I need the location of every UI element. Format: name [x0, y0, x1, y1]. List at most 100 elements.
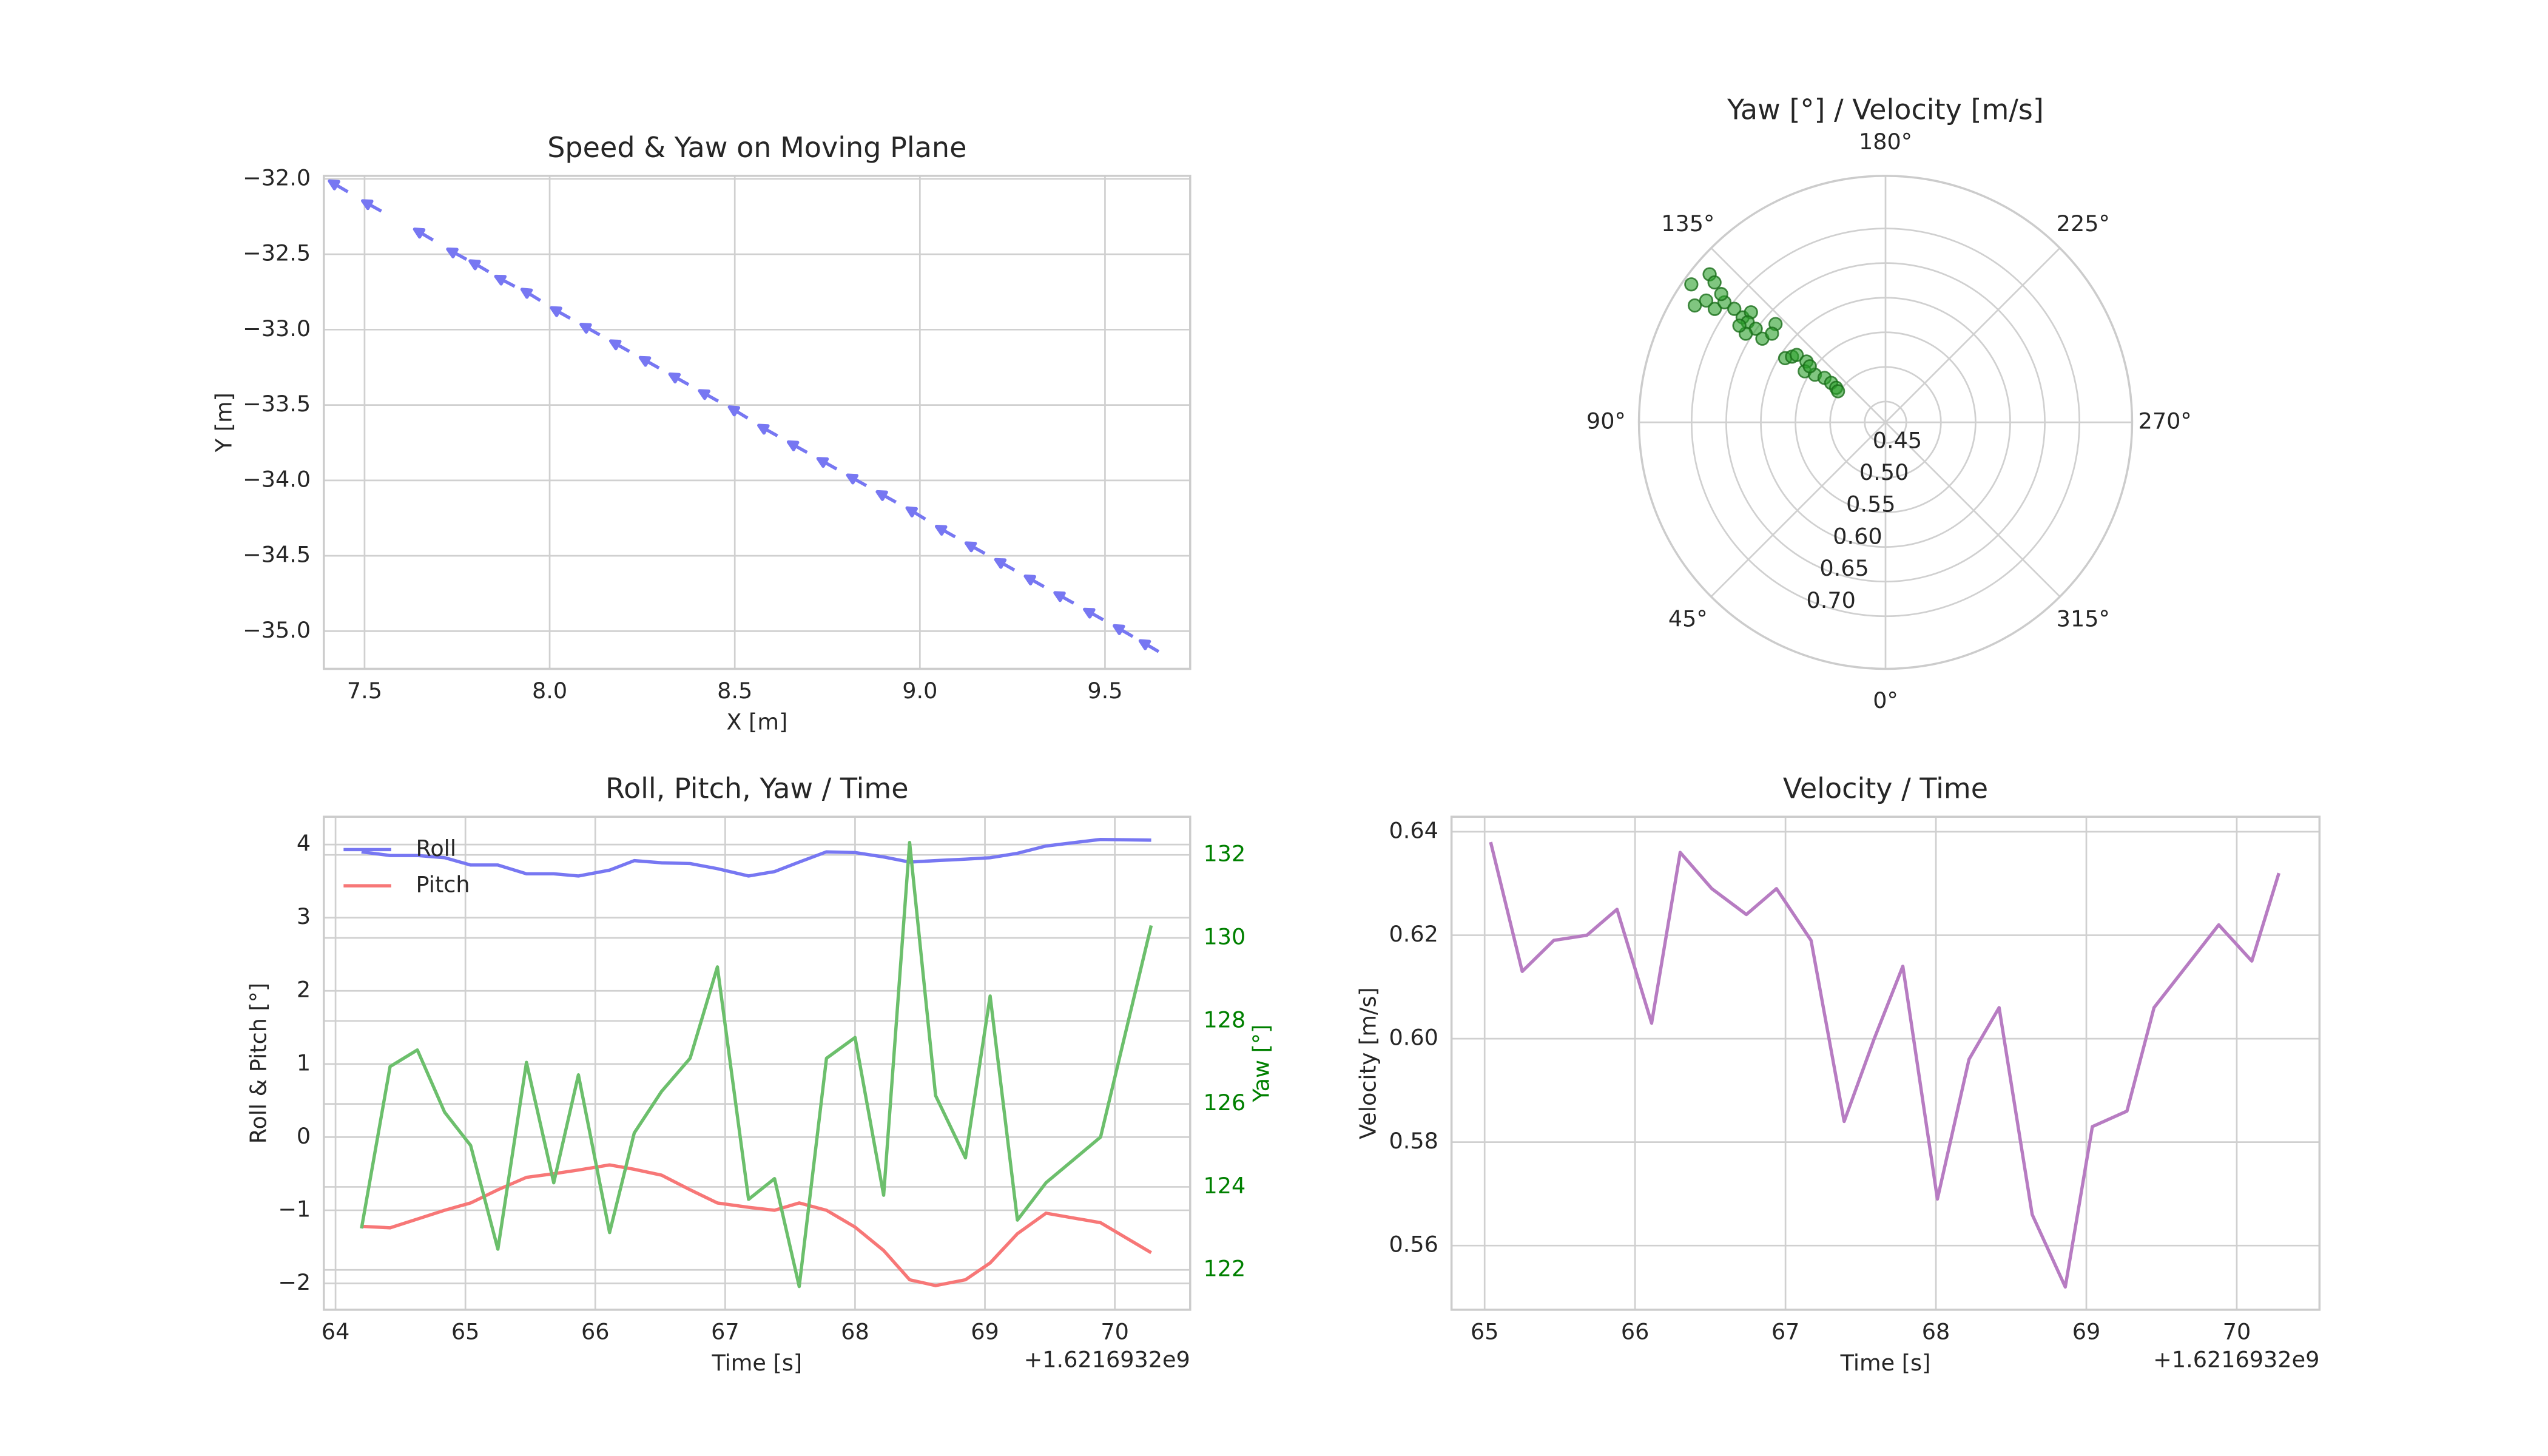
x-tick-label: 7.5: [347, 678, 382, 704]
quiver-arrow: [550, 306, 571, 320]
polar-ring: [1725, 262, 2046, 583]
y-tick-label: −1: [278, 1196, 311, 1222]
theta-tick-label: 45°: [1668, 605, 1708, 632]
y-tick-label: −34.5: [243, 542, 311, 568]
quiver-arrow: [446, 247, 468, 261]
chart-title: Yaw [°] / Velocity [m/s]: [1727, 93, 2044, 126]
x-tick-label: 8.5: [717, 678, 752, 704]
quiver-arrow: [468, 259, 490, 274]
data-point: [1727, 302, 1742, 316]
chart-title: Speed & Yaw on Moving Plane: [547, 131, 966, 164]
r-tick-label: 0.60: [1833, 523, 1882, 549]
x-tick-label: 70: [2223, 1318, 2251, 1344]
theta-tick-label: 180°: [1859, 129, 1912, 155]
y-tick-label: 2: [297, 977, 311, 1003]
x-axis-label: Time [s]: [1840, 1350, 1931, 1376]
quiver-arrow: [934, 525, 956, 539]
plot-area: [323, 175, 1190, 669]
y-tick-label: 0.56: [1389, 1232, 1438, 1258]
series-line: [360, 840, 1153, 1289]
r-tick-label: 0.50: [1859, 459, 1909, 485]
quiver-arrow: [1113, 624, 1134, 638]
polar-ring: [1864, 400, 1907, 444]
y2-tick-label: 124: [1203, 1173, 1245, 1199]
theta-tick-label: 225°: [2057, 211, 2110, 237]
y-axis-label: Y [m]: [211, 393, 237, 453]
polar-spoke: [1710, 247, 1886, 423]
y-tick-label: 3: [297, 903, 311, 929]
x-tick-label: 68: [841, 1318, 869, 1344]
x-tick-label: 66: [581, 1318, 610, 1344]
x-tick-label: 70: [1100, 1318, 1129, 1344]
quiver-arrow: [361, 199, 382, 213]
quiver-arrow: [638, 356, 660, 369]
x-tick-label: 9.5: [1087, 678, 1122, 704]
y2-tick-label: 128: [1203, 1006, 1245, 1033]
x-tick-label: 67: [711, 1318, 740, 1344]
y-tick-label: −2: [278, 1269, 311, 1295]
x-tick-label: 8.0: [532, 678, 567, 704]
y-axis-label: Velocity [m/s]: [1355, 987, 1381, 1139]
data-point: [1687, 298, 1702, 313]
series-line: [361, 837, 1151, 878]
axes-frame: [1450, 815, 2321, 1311]
y-tick-label: 0.62: [1389, 921, 1438, 947]
theta-tick-label: 315°: [2057, 605, 2110, 632]
x-axis-label: X [m]: [726, 709, 787, 735]
x-tick-label: 64: [322, 1318, 350, 1344]
quiver-arrow: [875, 490, 897, 504]
series-line: [1489, 841, 2280, 1289]
polar-spoke: [1885, 247, 2061, 423]
quiver-arrow: [964, 541, 986, 555]
theta-tick-label: 135°: [1661, 211, 1714, 237]
y-tick-label: 4: [297, 831, 311, 857]
quiver-arrow: [786, 440, 808, 454]
y-tick-label: −33.5: [243, 391, 311, 417]
y-tick-label: 0.60: [1389, 1025, 1438, 1051]
y-tick-label: −32.5: [243, 240, 311, 266]
y-tick-label: −35.0: [243, 617, 311, 643]
x-tick-label: 69: [2072, 1318, 2101, 1344]
axes-frame: [323, 175, 1191, 670]
data-point: [1765, 326, 1779, 341]
data-point: [1732, 318, 1747, 333]
quiver-arrow: [668, 372, 690, 386]
data-point: [1802, 359, 1817, 374]
quiver-arrow: [413, 228, 434, 242]
y-tick-label: 1: [297, 1050, 311, 1076]
data-point: [1699, 293, 1714, 308]
y-tick-label: −33.0: [243, 315, 311, 342]
r-tick-label: 0.45: [1873, 427, 1922, 453]
y2-tick-label: 130: [1203, 924, 1245, 950]
quiver-arrow: [727, 405, 749, 420]
x-tick-label: 65: [1471, 1318, 1499, 1344]
data-point: [1707, 275, 1722, 290]
polar-ring: [1690, 228, 2081, 618]
x-tick-label: 9.0: [902, 678, 937, 704]
r-tick-label: 0.70: [1807, 587, 1856, 613]
axes-frame: [323, 815, 1191, 1311]
chart-title: Roll, Pitch, Yaw / Time: [605, 772, 909, 804]
theta-tick-label: 270°: [2138, 408, 2192, 434]
theta-tick-label: 90°: [1586, 408, 1626, 434]
quiver-arrow: [698, 389, 720, 403]
polar-ring: [1760, 297, 2011, 548]
x-tick-label: 67: [1771, 1318, 1800, 1344]
quiver-arrow: [520, 288, 541, 302]
polar-ring: [1795, 331, 1977, 513]
quiver-arrow: [1138, 639, 1160, 653]
quiver-arrow: [994, 558, 1016, 571]
data-point: [1831, 384, 1845, 399]
legend-label: Pitch: [416, 872, 470, 898]
y2-axis-label: Yaw [°]: [1249, 1025, 1275, 1103]
theta-tick-label: 0°: [1873, 687, 1898, 713]
data-point: [1707, 302, 1722, 316]
x-tick-label: 65: [451, 1318, 480, 1344]
y-tick-label: −34.0: [243, 466, 311, 492]
polar-ring: [1829, 366, 1942, 479]
quiver-arrow: [846, 473, 868, 487]
quiver-arrow: [1053, 591, 1075, 605]
y-tick-label: 0.64: [1389, 818, 1438, 844]
